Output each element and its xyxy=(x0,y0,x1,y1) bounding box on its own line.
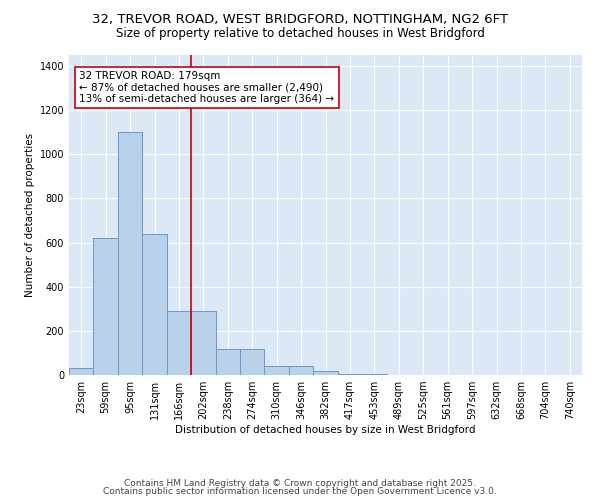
X-axis label: Distribution of detached houses by size in West Bridgford: Distribution of detached houses by size … xyxy=(175,425,476,435)
Y-axis label: Number of detached properties: Number of detached properties xyxy=(25,133,35,297)
Bar xyxy=(118,132,142,375)
Bar xyxy=(69,368,94,375)
Text: 32, TREVOR ROAD, WEST BRIDGFORD, NOTTINGHAM, NG2 6FT: 32, TREVOR ROAD, WEST BRIDGFORD, NOTTING… xyxy=(92,12,508,26)
Text: Contains HM Land Registry data © Crown copyright and database right 2025.: Contains HM Land Registry data © Crown c… xyxy=(124,478,476,488)
Bar xyxy=(265,366,289,375)
Text: Contains public sector information licensed under the Open Government Licence v3: Contains public sector information licen… xyxy=(103,487,497,496)
Text: Size of property relative to detached houses in West Bridgford: Size of property relative to detached ho… xyxy=(116,28,484,40)
Bar xyxy=(167,311,191,375)
Bar xyxy=(94,238,118,375)
Bar xyxy=(289,366,313,375)
Bar xyxy=(313,370,338,375)
Text: 32 TREVOR ROAD: 179sqm
← 87% of detached houses are smaller (2,490)
13% of semi-: 32 TREVOR ROAD: 179sqm ← 87% of detached… xyxy=(79,71,334,104)
Bar xyxy=(362,374,386,375)
Bar xyxy=(191,311,215,375)
Bar xyxy=(215,348,240,375)
Bar xyxy=(240,348,265,375)
Bar xyxy=(142,234,167,375)
Bar xyxy=(338,374,362,375)
